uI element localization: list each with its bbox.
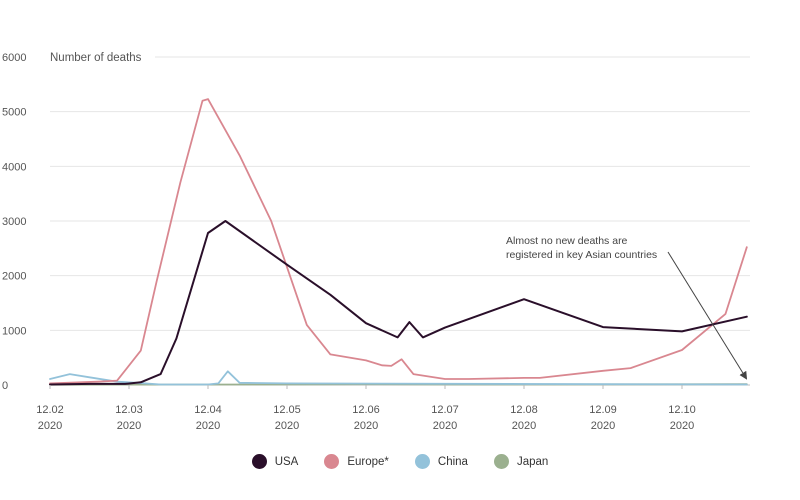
y-tick-label: 2000 xyxy=(2,271,26,283)
annotation-arrow xyxy=(667,251,748,380)
legend-label: Japan xyxy=(516,455,549,468)
series-line-china xyxy=(49,370,748,386)
x-tick-year-label: 2020 xyxy=(512,420,536,432)
y-tick-label: 3000 xyxy=(2,216,26,228)
legend-label: Europe* xyxy=(347,455,389,468)
annotation-line-2: registered in key Asian countries xyxy=(506,249,657,261)
x-tick-label: 12.07 xyxy=(431,404,459,416)
x-tick-label: 12.05 xyxy=(273,404,301,416)
x-tick-year-label: 2020 xyxy=(38,420,62,432)
legend-item: China xyxy=(414,454,468,469)
x-tick-label: 12.09 xyxy=(589,404,617,416)
legend-item: Europe* xyxy=(324,454,389,469)
x-tick-label: 12.08 xyxy=(510,404,538,416)
y-tick-label: 1000 xyxy=(2,325,26,337)
x-tick-year-label: 2020 xyxy=(591,420,615,432)
y-tick-label: 6000 xyxy=(2,52,26,64)
x-tick-label: 12.06 xyxy=(352,404,380,416)
x-tick-label: 12.10 xyxy=(668,404,696,416)
y-tick-label: 5000 xyxy=(2,107,26,119)
legend-swatch xyxy=(493,454,509,469)
legend-item: Japan xyxy=(493,454,549,469)
annotation-line-1: Almost no new deaths are xyxy=(506,235,628,247)
annotation: Almost no new deaths are registered in k… xyxy=(506,235,748,380)
x-tick-year-label: 2020 xyxy=(670,420,694,432)
y-axis-label: Number of deaths xyxy=(50,52,142,64)
legend-label: USA xyxy=(274,455,299,468)
legend-swatch xyxy=(251,454,267,469)
series-line-usa xyxy=(49,220,748,386)
x-tick-year-label: 2020 xyxy=(275,420,299,432)
x-tick-label: 12.03 xyxy=(115,404,143,416)
legend-label: China xyxy=(437,455,468,468)
x-tick-year-label: 2020 xyxy=(196,420,220,432)
series-line-europe xyxy=(49,98,748,385)
legend: USA Europe* China Japan xyxy=(0,454,800,469)
x-tick-year-label: 2020 xyxy=(117,420,141,432)
y-tick-label: 0 xyxy=(2,380,8,392)
legend-item: USA xyxy=(251,454,299,469)
legend-swatch xyxy=(324,454,340,469)
x-tick-year-label: 2020 xyxy=(354,420,378,432)
x-tick-label: 12.02 xyxy=(36,404,64,416)
legend-swatch xyxy=(414,454,430,469)
y-tick-label: 4000 xyxy=(2,161,26,173)
x-tick-label: 12.04 xyxy=(194,404,222,416)
x-tick-year-label: 2020 xyxy=(433,420,457,432)
